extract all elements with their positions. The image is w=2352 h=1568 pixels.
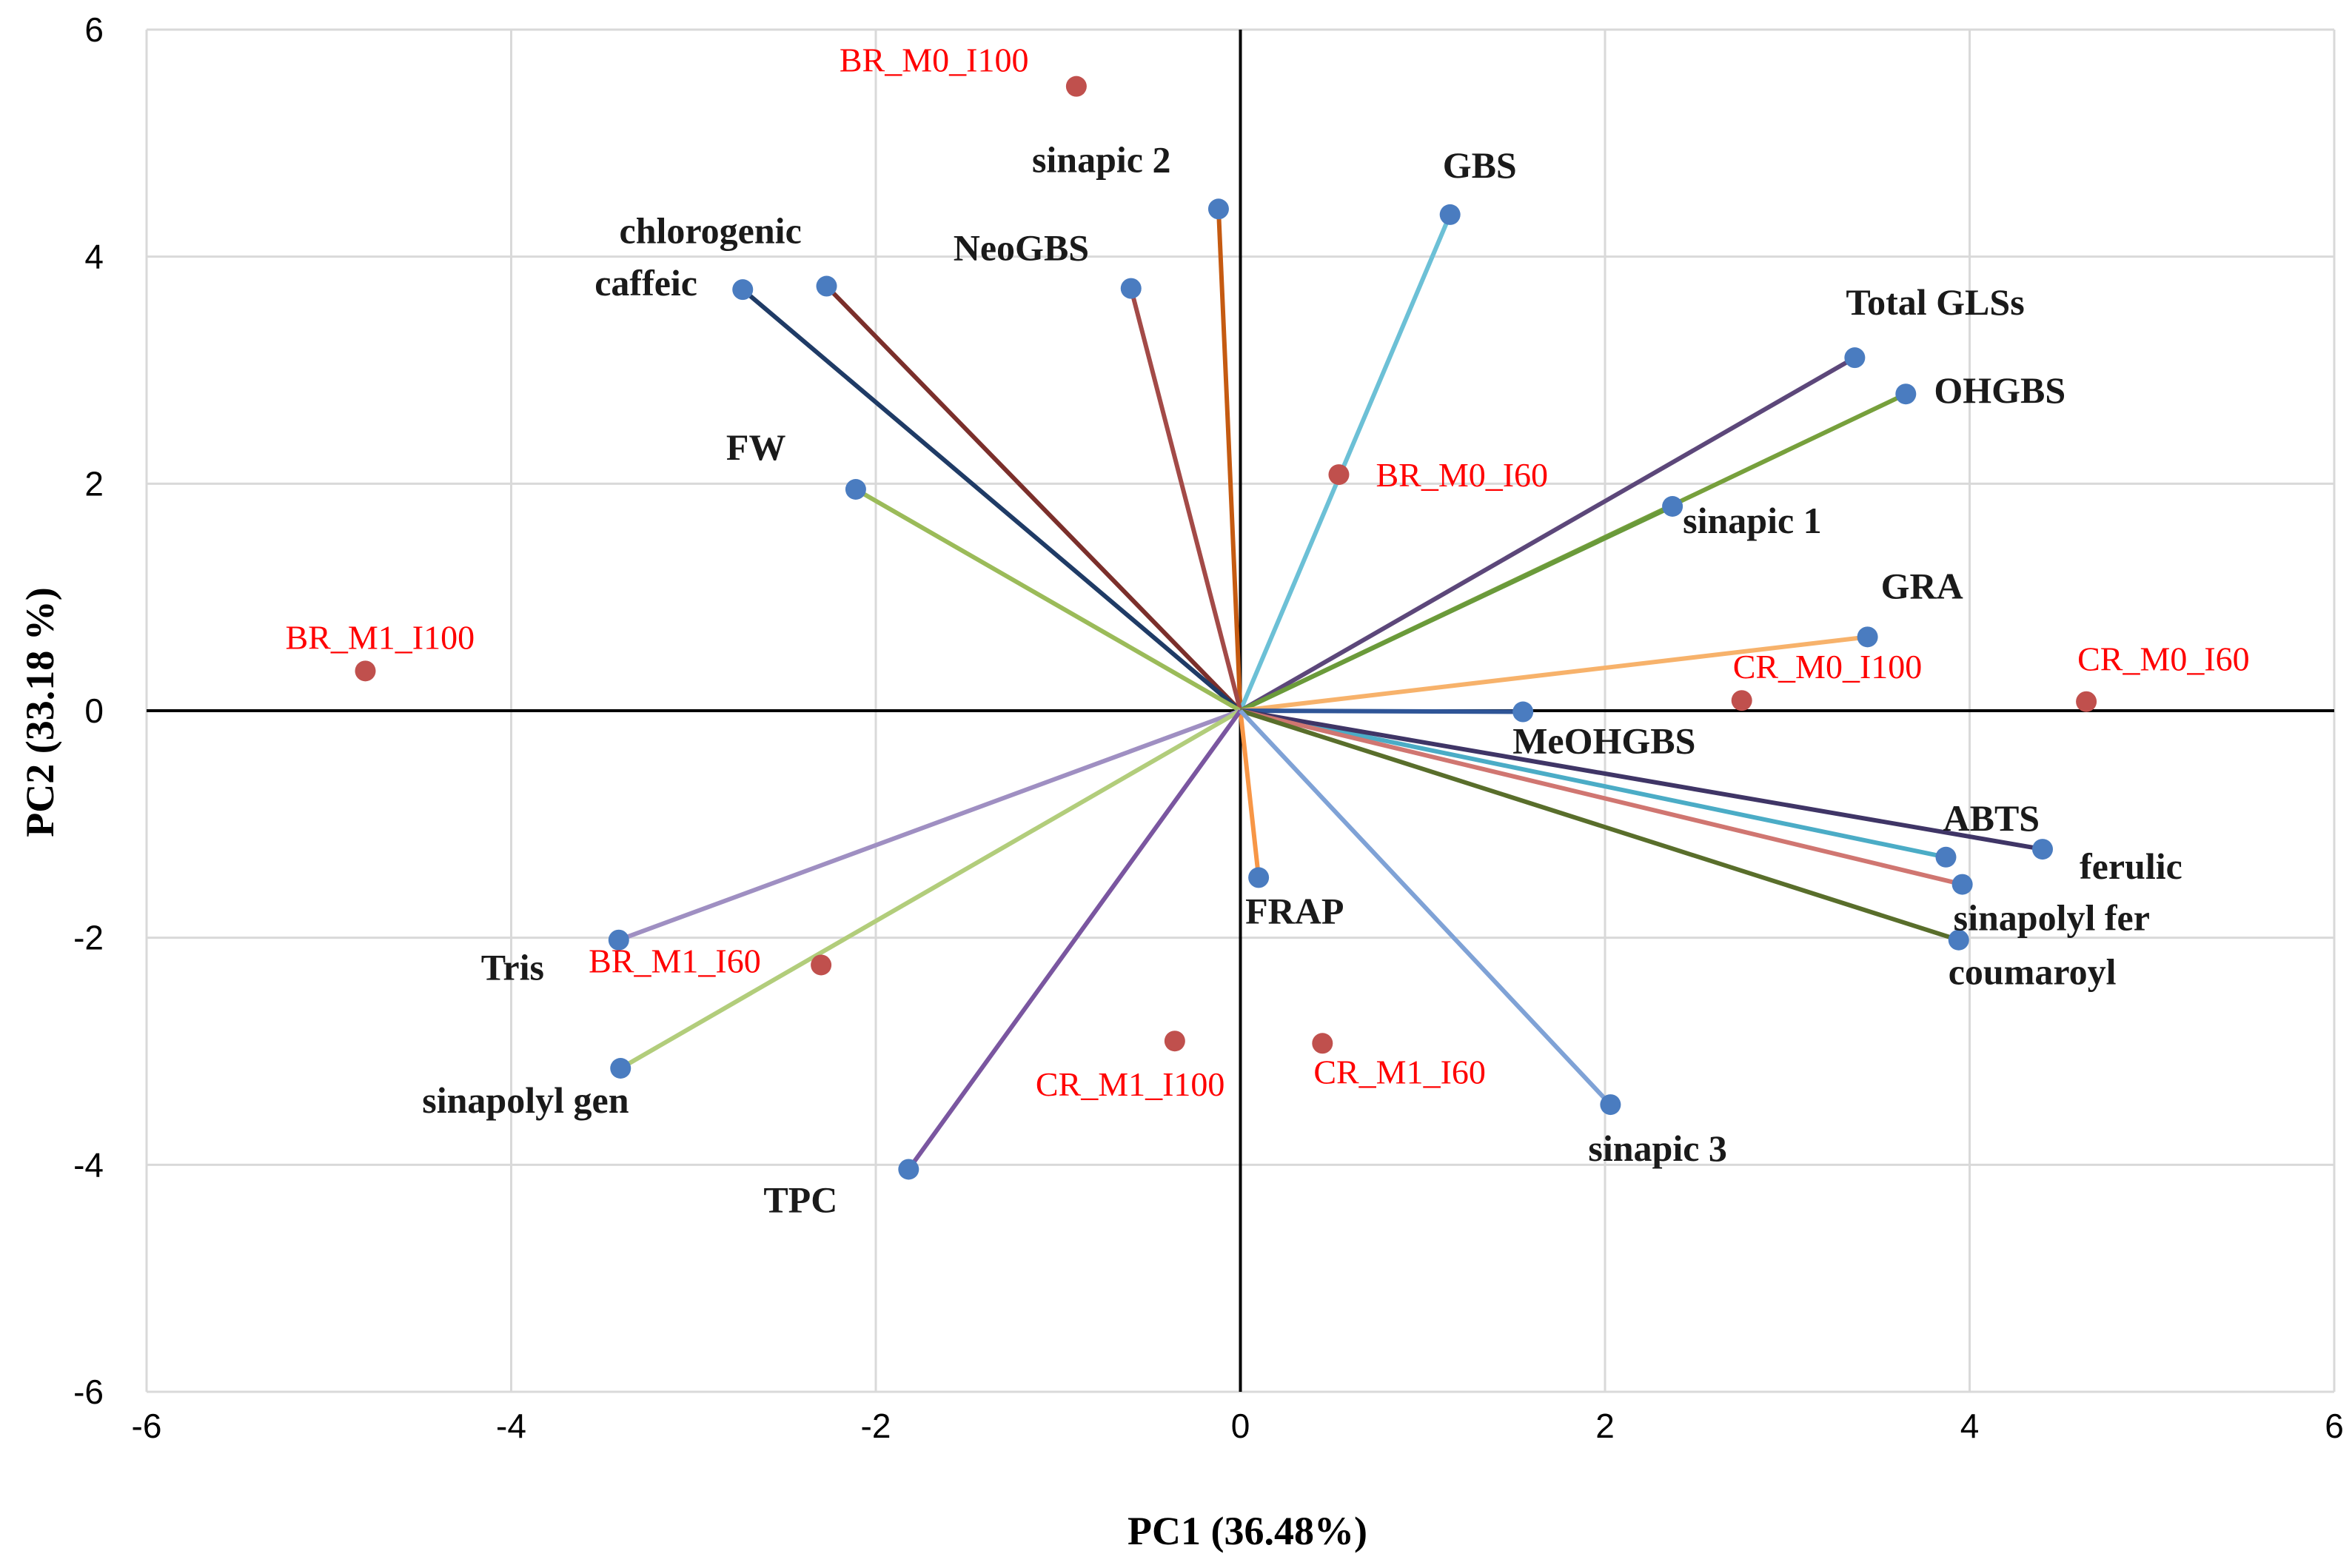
observation-label: CR_M1_I60 <box>1313 1053 1486 1090</box>
variable-point <box>1439 204 1461 225</box>
variable-point <box>1948 929 1969 951</box>
variable-point <box>845 479 866 500</box>
point-labels: sinapic 2 GBS chlorogenic caffeic NeoGBS Tota… <box>286 41 2250 1221</box>
variable-label: Total GLSs <box>1846 281 2024 323</box>
y-axis-title: PC2 (33.18 %) <box>18 587 62 837</box>
loading-vector-line <box>1239 708 2043 852</box>
observation-point <box>1328 464 1350 486</box>
variable-label: ferulic <box>2080 845 2182 887</box>
variable-point <box>1512 701 1534 723</box>
loading-vectors <box>617 209 2043 1171</box>
variable-label: chlorogenic <box>620 210 802 252</box>
variable-label: sinapic 2 <box>1032 138 1171 180</box>
variable-label: TPC <box>763 1179 837 1220</box>
variable-label: Tris <box>481 947 544 988</box>
variable-point <box>1951 874 1973 895</box>
observation-point <box>2076 691 2097 712</box>
variable-point <box>816 275 837 297</box>
loading-vector-line <box>854 487 1242 713</box>
observation-point <box>1164 1031 1185 1052</box>
observation-label: CR_M0_I60 <box>2077 640 2250 678</box>
loading-vector-line <box>1238 213 1453 712</box>
loading-vector-line <box>1239 504 1674 713</box>
variable-point <box>1248 867 1270 888</box>
variable-label: GRA <box>1881 565 1963 606</box>
variable-point <box>732 279 754 301</box>
variable-label: GBS <box>1443 144 1517 186</box>
x-axis-title: PC1 (36.48%) <box>1128 1509 1367 1553</box>
observation-point <box>811 954 832 976</box>
loading-vector-line <box>825 284 1242 713</box>
loading-vector-line <box>1238 710 1262 878</box>
variable-point <box>1600 1094 1621 1116</box>
y-tick-label: 6 <box>84 10 104 49</box>
y-tick-label: -2 <box>73 919 104 957</box>
variable-label: sinapolyl fer <box>1954 897 2150 939</box>
y-tick-label: -6 <box>73 1373 104 1411</box>
loading-vector-line <box>619 708 1242 1071</box>
observation-point <box>1312 1033 1333 1054</box>
variable-label: MeOHGBS <box>1512 720 1695 762</box>
variable-point <box>608 929 629 951</box>
x-tick-label: 4 <box>1960 1407 1980 1445</box>
x-tick-label: -6 <box>132 1407 162 1445</box>
variable-label: FW <box>726 426 786 468</box>
variable-point <box>1207 198 1229 220</box>
tick-labels: -6 -4 -2 0 2 4 6 -6 -4 -2 0 2 4 6 <box>73 10 2344 1445</box>
variable-label: ABTS <box>1943 797 2040 839</box>
observation-label: CR_M1_I100 <box>1036 1065 1225 1103</box>
loading-vector-line <box>1240 708 1524 714</box>
variable-label: sinapolyl gen <box>422 1079 629 1121</box>
observation-label: BR_M0_I100 <box>840 41 1029 79</box>
variable-point <box>1844 347 1866 369</box>
loading-vector-line <box>741 287 1242 713</box>
observation-point <box>355 660 376 682</box>
y-tick-label: 4 <box>84 238 104 276</box>
x-tick-label: 6 <box>2325 1407 2344 1445</box>
variable-point <box>898 1159 919 1180</box>
y-tick-label: 2 <box>84 464 104 503</box>
loading-vector-line <box>1239 708 1960 942</box>
observation-label: BR_M1_I100 <box>286 618 475 656</box>
loading-vector-line <box>1239 708 1947 860</box>
x-tick-label: -2 <box>861 1407 891 1445</box>
loading-vector-line <box>1216 209 1243 711</box>
variable-point <box>2032 839 2053 860</box>
y-tick-label: -4 <box>73 1145 104 1184</box>
y-tick-label: 0 <box>84 691 104 730</box>
variable-point <box>1662 496 1683 517</box>
variable-label: NeoGBS <box>954 227 1089 269</box>
observation-point <box>1065 76 1087 97</box>
loading-vector-line <box>617 708 1242 942</box>
loading-vector-line <box>1239 355 1856 713</box>
variable-point <box>1895 383 1917 405</box>
variable-label: sinapic 1 <box>1683 500 1822 541</box>
variable-point <box>1857 626 1878 648</box>
points <box>355 76 2097 1180</box>
loading-vector-line <box>906 709 1242 1171</box>
variable-point <box>610 1058 631 1079</box>
loading-vector-line <box>1239 708 1612 1107</box>
loading-vector-line <box>1239 708 1963 887</box>
variable-point <box>1935 846 1957 868</box>
variable-label: caffeic <box>594 262 697 304</box>
observation-label: CR_M0_I100 <box>1733 648 1923 686</box>
variable-label: coumaroyl <box>1949 951 2117 993</box>
x-tick-label: -4 <box>496 1407 526 1445</box>
variable-label: OHGBS <box>1934 369 2065 411</box>
observation-label: BR_M0_I60 <box>1376 456 1548 494</box>
observation-point <box>1731 690 1752 711</box>
x-tick-label: 2 <box>1595 1407 1615 1445</box>
loading-vector-line <box>1240 634 1868 713</box>
observation-label: BR_M1_I60 <box>589 942 761 979</box>
variable-label: FRAP <box>1245 890 1344 931</box>
x-tick-label: 0 <box>1231 1407 1250 1445</box>
variable-point <box>1120 278 1142 299</box>
variable-label: sinapic 3 <box>1588 1128 1727 1169</box>
loading-vector-line <box>1128 287 1243 711</box>
